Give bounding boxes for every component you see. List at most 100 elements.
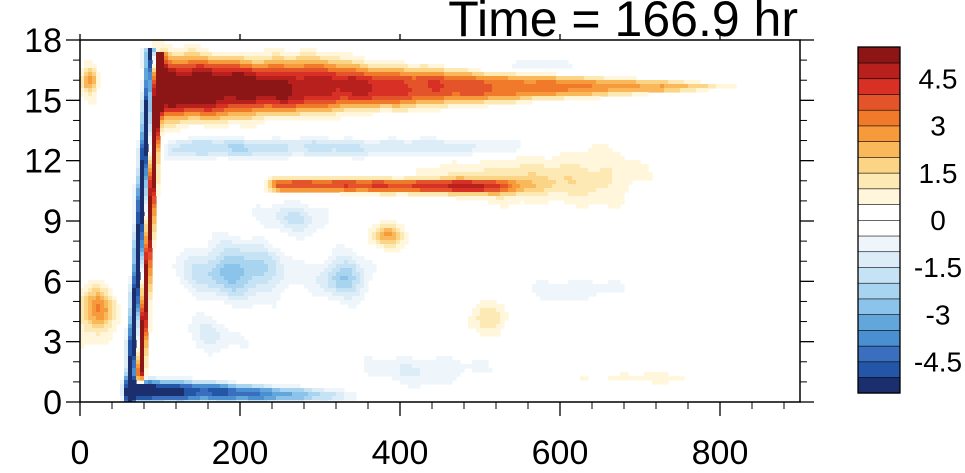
heatmap-cell xyxy=(180,120,229,125)
heatmap-cell xyxy=(148,376,157,381)
heatmap-cell xyxy=(132,256,137,261)
heatmap-cell xyxy=(80,296,85,301)
heatmap-cell xyxy=(216,340,249,345)
axes: 0 200 400 600 800 0 3 6 9 12 15 18 xyxy=(24,22,814,472)
heatmap-cell xyxy=(372,76,413,81)
heatmap-cell xyxy=(212,72,233,77)
heatmap-cell xyxy=(492,88,569,93)
heatmap-cell xyxy=(144,96,149,101)
heatmap-cell xyxy=(80,332,97,337)
heatmap-cell xyxy=(184,276,193,281)
heatmap-cell xyxy=(124,336,129,341)
heatmap-cell xyxy=(144,276,149,281)
colorbar-swatch xyxy=(857,235,901,253)
colorbar-swatch xyxy=(857,329,901,347)
heatmap-cell xyxy=(148,172,153,177)
heatmap-cell xyxy=(600,168,613,173)
heatmap-cell xyxy=(364,284,369,289)
heatmap-cell xyxy=(148,60,153,65)
heatmap-cell xyxy=(148,308,153,313)
heatmap-cell xyxy=(148,324,153,329)
heatmap-cell xyxy=(144,220,149,225)
heatmap-cell xyxy=(400,72,445,77)
heatmap-cell xyxy=(280,260,305,265)
heatmap-cell xyxy=(204,124,229,129)
heatmap-cell xyxy=(304,100,337,105)
colorbar-swatch xyxy=(857,266,901,284)
heatmap-cell xyxy=(524,80,537,85)
heatmap-cell xyxy=(140,304,145,309)
heatmap-cell xyxy=(136,200,141,205)
heatmap-cell xyxy=(400,232,405,237)
heatmap-cell xyxy=(364,276,373,281)
heatmap-cell xyxy=(96,296,101,301)
heatmap-cell xyxy=(336,284,353,289)
heatmap-cell xyxy=(356,68,369,73)
heatmap-cell xyxy=(84,304,89,309)
heatmap-cell xyxy=(516,92,557,97)
heatmap-cell xyxy=(104,304,109,309)
heatmap-cell xyxy=(528,172,537,177)
heatmap-cell xyxy=(156,148,161,153)
heatmap-cell xyxy=(168,64,197,69)
heatmap-cell xyxy=(392,376,457,381)
heatmap-cell xyxy=(312,180,333,185)
heatmap-cell xyxy=(220,252,269,257)
heatmap-cell xyxy=(156,164,161,169)
heatmap-cell xyxy=(184,272,193,277)
heatmap-cell xyxy=(344,392,357,397)
heatmap-cell xyxy=(144,308,149,313)
heatmap-cell xyxy=(468,316,477,321)
heatmap-cell xyxy=(632,92,649,97)
heatmap-cell xyxy=(92,288,101,293)
heatmap-cell xyxy=(272,256,281,261)
heatmap-cell xyxy=(392,108,409,113)
heatmap-cell xyxy=(164,156,217,161)
heatmap-cell xyxy=(144,292,149,297)
heatmap-cell xyxy=(324,288,337,293)
heatmap-cell xyxy=(284,224,309,229)
heatmap-cell xyxy=(152,136,157,141)
colorbar-swatch xyxy=(857,125,901,142)
heatmap-cell xyxy=(120,388,125,393)
heatmap-cell xyxy=(92,304,97,309)
heatmap-cell xyxy=(92,80,97,85)
heatmap-cell xyxy=(252,108,297,113)
heatmap-cell xyxy=(252,276,273,281)
heatmap-cell xyxy=(136,372,141,377)
heatmap-cell xyxy=(472,312,481,317)
colorbar-swatch xyxy=(857,251,901,268)
heatmap-cell xyxy=(332,248,353,253)
heatmap-cell xyxy=(176,400,185,402)
heatmap-cell xyxy=(136,260,141,265)
heatmap-cell xyxy=(192,272,209,277)
heatmap-cell xyxy=(300,48,317,53)
heatmap-cell xyxy=(144,60,149,65)
colorbar-label: 0 xyxy=(930,205,946,236)
x-tick-label: 0 xyxy=(71,434,90,472)
heatmap-cell xyxy=(152,80,157,85)
heatmap-cell xyxy=(200,328,217,333)
heatmap-cell xyxy=(280,280,317,285)
heatmap-cell xyxy=(144,236,149,241)
heatmap-cell xyxy=(356,260,373,265)
heatmap-cell xyxy=(400,364,413,369)
heatmap-cell xyxy=(88,80,93,85)
heatmap-cell xyxy=(216,104,229,109)
heatmap-cell xyxy=(148,232,153,237)
heatmap-cell xyxy=(572,176,613,181)
heatmap-cell xyxy=(368,64,409,69)
heatmap-cell xyxy=(80,312,85,317)
heatmap-cell xyxy=(344,108,381,113)
heatmap-cell xyxy=(356,264,361,269)
heatmap-cell xyxy=(144,176,149,181)
heatmap-cell xyxy=(144,72,149,77)
heatmap-cell xyxy=(216,280,229,285)
heatmap-cell xyxy=(144,172,149,177)
heatmap-cell xyxy=(148,88,153,93)
heatmap-cell xyxy=(612,176,653,181)
heatmap-cell xyxy=(524,188,545,193)
heatmap-cell xyxy=(684,80,701,85)
heatmap-cell xyxy=(136,156,141,161)
heatmap-cell xyxy=(152,216,157,221)
